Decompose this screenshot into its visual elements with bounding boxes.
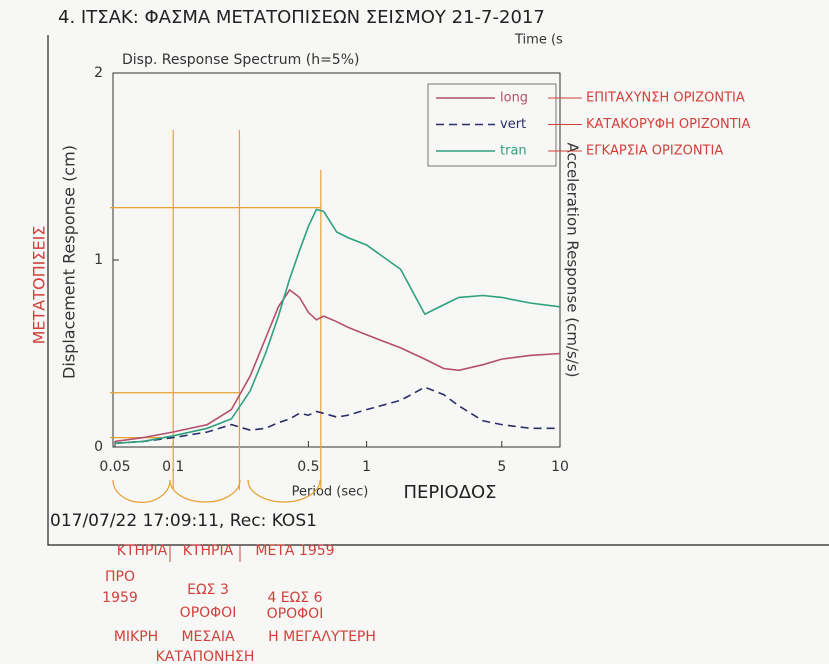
y-tick-label: 2: [94, 65, 103, 81]
y-axis-label: Displacement Response (cm): [60, 145, 79, 379]
x-axis-label: Period (sec): [292, 485, 369, 500]
corner-text: Time (s: [514, 33, 563, 48]
x-tick-label: 10: [551, 459, 569, 475]
y-tick-label: 0: [94, 439, 103, 455]
series-line: [114, 208, 561, 445]
bottom-note: 4 ΕΩΣ 6: [267, 590, 322, 606]
bottom-note: 1959: [102, 590, 138, 606]
bottom-note: Η ΜΕΓΑΛΥΤΕΡΗ: [268, 629, 376, 645]
period-label: ΠΕΡΙΟΔΟΣ: [403, 482, 496, 503]
bottom-note: ΚΑΤΑΠΟΝΗΣΗ: [156, 649, 255, 664]
footer: 017/07/22 17:09:11, Rec: KOS1: [50, 511, 317, 531]
bottom-note: ΟΡΟΦΟΙ: [267, 606, 324, 622]
y-tick-label: 1: [94, 252, 103, 268]
series-note: ΕΓΚΑΡΣΙΑ ΟΡΙΖΟΝΤΙΑ: [586, 144, 723, 159]
bottom-note: ΜΕΣΑΙΑ: [181, 629, 234, 645]
bottom-note: ΜΕΤΑ 1959: [255, 543, 334, 559]
legend-label: long: [500, 91, 528, 106]
series-line: [114, 288, 561, 443]
bottom-note: ΚΤΗΡΙΑ: [117, 543, 168, 559]
series-note: ΕΠΙΤΑΧΥΝΣΗ ΟΡΙΖΟΝΤΙΑ: [586, 91, 745, 106]
x-tick-label: 1: [362, 459, 371, 475]
title: 4. ΙΤΣΑΚ: ΦΑΣΜΑ ΜΕΤΑΤΟΠΙΣΕΩΝ ΣΕΙΣΜΟΥ 21-…: [58, 7, 545, 28]
window-frame: [47, 35, 829, 546]
period-brackets: [112, 479, 321, 503]
side-label: ΜΕΤΑΤΟΠΙΣΕΙΣ: [30, 226, 49, 345]
x-tick-label: 0.5: [297, 459, 319, 475]
bottom-note: ΠΡΟ: [105, 569, 135, 585]
bottom-note: ΕΩΣ 3: [187, 582, 229, 598]
y2-axis-label: Acceleration Response (cm/s/s): [564, 142, 582, 377]
series-note: ΚΑΤΑΚΟΡΥΦΗ ΟΡΙΖΟΝΤΙΑ: [586, 117, 750, 132]
bottom-note: ΚΤΗΡΙΑ: [183, 543, 234, 559]
subtitle: Disp. Response Spectrum (h=5%): [122, 52, 359, 68]
x-tick-label: 0.05: [99, 459, 130, 475]
series-line: [114, 386, 560, 445]
bottom-note: ΜΙΚΡΗ: [114, 629, 158, 645]
x-tick-label: 5: [497, 459, 506, 475]
legend-label: vert: [500, 117, 526, 132]
legend-label: tran: [500, 144, 527, 159]
note-dividers: [169, 545, 241, 562]
bottom-note: ΟΡΟΦΟΙ: [180, 605, 237, 621]
